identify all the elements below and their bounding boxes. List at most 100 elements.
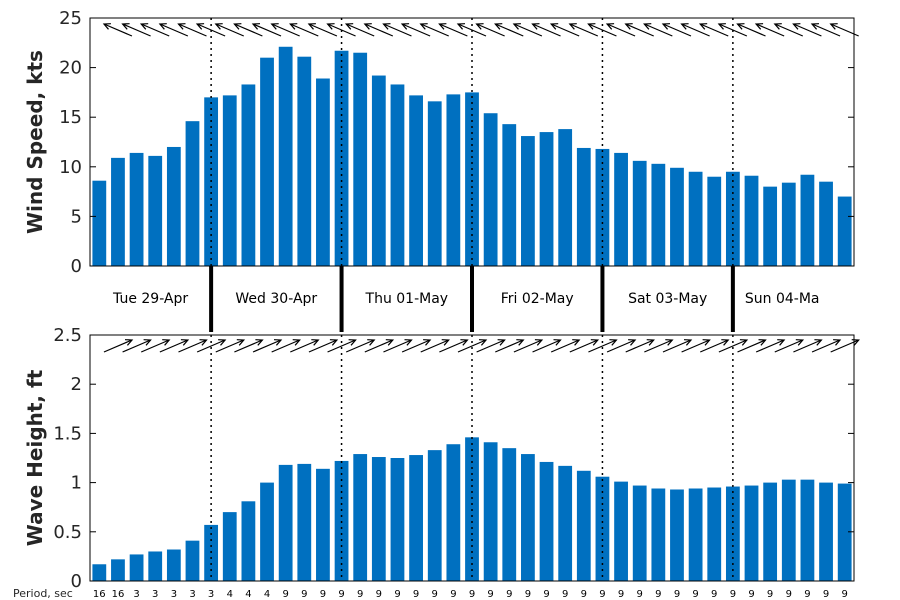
wind-direction-arrow	[121, 23, 151, 37]
period-value: 9	[394, 589, 400, 600]
wave-direction-arrow	[718, 339, 749, 353]
wind-bar	[707, 176, 722, 266]
wave-direction-arrow	[457, 339, 488, 353]
period-value: 9	[413, 589, 419, 600]
wave-direction-arrow	[271, 339, 301, 353]
period-value: 9	[581, 589, 587, 600]
period-value: 9	[469, 589, 475, 600]
wind-direction-arrow	[419, 23, 449, 37]
wind-direction-arrow	[139, 23, 170, 37]
period-value: 9	[432, 589, 438, 600]
wind-y-axis-ticks: 0 5 10 15 20 25	[59, 8, 854, 277]
wind-tick-label: 15	[59, 107, 82, 128]
day-label: Wed 30-Apr	[235, 291, 317, 307]
wave-bar	[651, 488, 666, 581]
period-value: 4	[227, 589, 233, 600]
wave-direction-arrow	[364, 339, 395, 353]
wave-direction-arrow	[495, 339, 525, 353]
wave-bar	[390, 458, 405, 581]
wind-direction-arrow	[605, 23, 636, 37]
wave-bar	[129, 554, 144, 581]
wave-bar	[837, 483, 852, 581]
period-value: 3	[152, 589, 158, 600]
wave-bar	[614, 481, 628, 581]
wave-bar	[260, 482, 274, 581]
period-value: 16	[93, 589, 106, 600]
period-value: 9	[655, 589, 661, 600]
wind-tick-label: 5	[71, 206, 82, 227]
period-value: 3	[208, 589, 214, 600]
wind-direction-arrow	[494, 23, 524, 37]
period-value: 9	[711, 589, 717, 600]
wind-direction-arrow	[512, 23, 543, 37]
wind-direction-arrow	[698, 23, 729, 37]
wind-bar	[409, 95, 423, 266]
wave-bar	[670, 489, 684, 581]
wind-bar	[278, 46, 293, 266]
wave-bar	[539, 461, 554, 581]
period-value: 9	[786, 589, 792, 600]
wind-direction-arrow	[810, 23, 841, 37]
wave-direction-arrow	[737, 339, 767, 353]
wind-bar	[111, 157, 125, 266]
wind-direction-arrow	[233, 23, 263, 37]
wave-height-chart: 0 0.5 1 1.5 2 2.5 Wave Height, ft	[23, 325, 860, 592]
wind-direction-arrow	[624, 23, 654, 37]
wave-bar	[427, 450, 442, 581]
wind-bar	[614, 152, 628, 266]
wind-bar	[390, 84, 405, 267]
wind-bar	[129, 152, 144, 266]
wind-speed-chart: 0 5 10 15 20 25 Wind Speed, kts	[23, 8, 859, 277]
wind-direction-arrow	[214, 23, 244, 37]
wind-tick-label: 20	[59, 58, 82, 79]
period-value: 9	[767, 589, 773, 600]
wind-bar	[744, 175, 759, 266]
wave-bar	[576, 470, 591, 581]
wind-direction-arrow	[754, 23, 785, 37]
wave-direction-arrow	[476, 339, 506, 353]
wind-direction-arrow	[158, 23, 189, 37]
wind-bar	[651, 163, 666, 266]
wave-bar	[278, 464, 293, 581]
wind-bar	[781, 182, 796, 266]
wave-bar	[297, 463, 312, 581]
wave-direction-arrow	[215, 339, 246, 353]
wave-bar	[353, 454, 368, 581]
wave-direction-arrow	[700, 339, 730, 353]
wind-direction-arrow	[102, 23, 133, 37]
period-value: 9	[562, 589, 568, 600]
day-label: Fri 02-May	[501, 291, 574, 307]
wind-direction-arrow	[400, 23, 431, 37]
wind-direction-arrow	[270, 23, 300, 37]
wave-direction-arrow	[550, 339, 581, 353]
wave-bar	[409, 455, 423, 581]
wind-direction-arrow	[177, 23, 207, 37]
period-value: 9	[692, 589, 698, 600]
period-value: 9	[301, 589, 307, 600]
wave-bar	[446, 444, 461, 581]
period-value: 3	[189, 589, 195, 600]
wind-bar	[763, 186, 778, 266]
wave-direction-arrow	[588, 339, 618, 353]
wind-speed-bars	[92, 46, 852, 267]
wind-bar	[725, 171, 740, 266]
wave-direction-arrow	[196, 339, 227, 353]
wind-direction-arrow	[251, 23, 282, 37]
wind-bar	[222, 95, 237, 266]
wind-direction-arrow	[792, 23, 822, 37]
wave-direction-arrow	[606, 339, 637, 353]
period-value: 9	[357, 589, 363, 600]
wave-direction-arrow	[439, 339, 469, 353]
wind-direction-arrow	[568, 23, 599, 37]
wave-bar	[166, 549, 181, 581]
day-label: Sun 04-Ma	[745, 291, 820, 307]
wind-direction-arrow	[531, 23, 561, 37]
wave-bar	[744, 485, 759, 581]
wave-direction-arrow	[327, 339, 357, 353]
wave-direction-arrows	[103, 339, 860, 353]
period-value: 9	[525, 589, 531, 600]
wind-tick-label: 0	[71, 256, 82, 277]
wind-direction-arrow	[475, 23, 505, 37]
period-value: 9	[506, 589, 512, 600]
wind-bar	[576, 147, 591, 266]
